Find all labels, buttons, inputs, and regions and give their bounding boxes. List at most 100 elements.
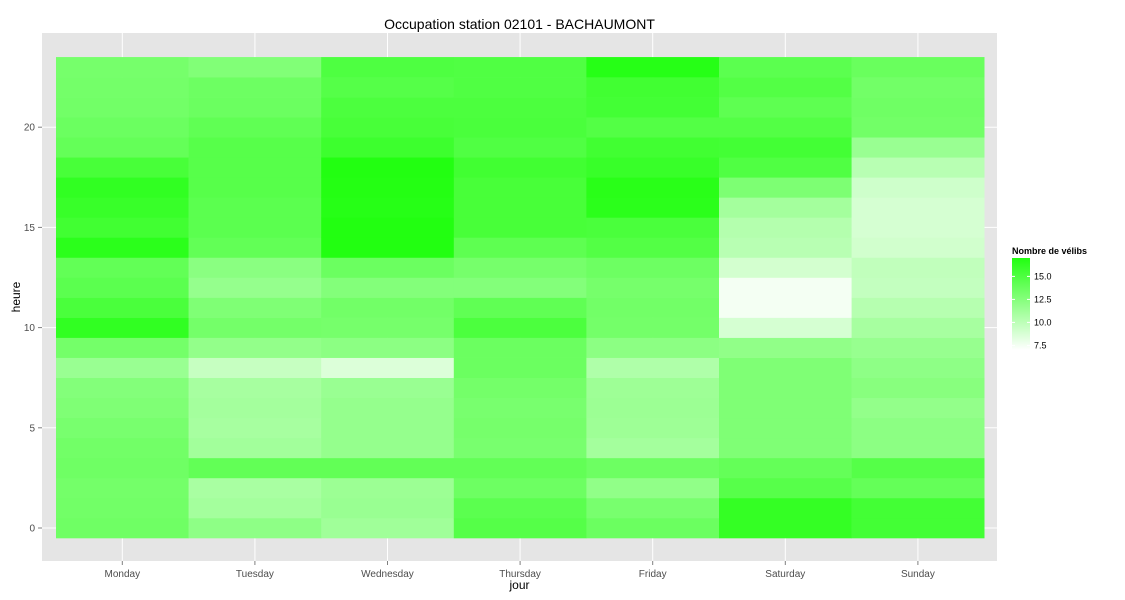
heatmap-tile	[851, 277, 985, 298]
axes: 0 5 10 15 20 Monday Tuesday Wednesday Thursday Fr…	[24, 123, 935, 580]
heatmap-tile	[321, 237, 455, 258]
legend-tick-label: 10.0	[1034, 317, 1052, 327]
heatmap-tile	[719, 157, 852, 178]
heatmap-tile	[188, 477, 322, 499]
heatmap-tile	[586, 337, 720, 358]
color-legend: Nombre de vélibs 15.0 12.5 10.0 7.5	[1012, 246, 1087, 350]
heatmap-tile	[719, 437, 852, 459]
heatmap-tile	[321, 437, 455, 459]
heatmap-tile	[586, 77, 720, 98]
heatmap-tile	[851, 437, 985, 459]
legend-ticks: 15.0 12.5 10.0 7.5	[1012, 271, 1052, 350]
heatmap-tile	[586, 517, 720, 539]
heatmap-tile	[188, 137, 322, 158]
heatmap-tile	[56, 137, 189, 158]
heatmap-tile	[188, 437, 322, 459]
heatmap-tile	[188, 517, 322, 539]
heatmap-tiles	[56, 57, 985, 539]
heatmap-tile	[56, 197, 189, 218]
heatmap-tile	[188, 317, 322, 338]
heatmap-tile	[586, 397, 720, 419]
heatmap-tile	[851, 157, 985, 178]
heatmap-tile	[188, 77, 322, 98]
heatmap-tile	[719, 237, 852, 258]
heatmap-tile	[188, 197, 322, 218]
heatmap-tile	[851, 397, 985, 419]
heatmap-tile	[56, 397, 189, 419]
heatmap-tile	[851, 417, 985, 439]
heatmap-tile	[851, 377, 985, 399]
heatmap-tile	[453, 517, 587, 539]
heatmap-tile	[719, 377, 852, 399]
heatmap-tile	[586, 177, 720, 198]
heatmap-tile	[188, 297, 322, 318]
y-tick-label: 5	[29, 423, 35, 434]
heatmap-tile	[453, 317, 587, 338]
heatmap-tile	[453, 377, 587, 399]
x-tick-label: Wednesday	[361, 569, 414, 580]
heatmap-tile	[321, 257, 455, 278]
heatmap-tile	[56, 117, 189, 138]
heatmap-tile	[321, 497, 455, 519]
y-axis-title: heure	[9, 281, 23, 312]
heatmap-tile	[851, 77, 985, 98]
heatmap-tile	[719, 497, 852, 519]
heatmap-tile	[719, 57, 852, 78]
heatmap-tile	[321, 477, 455, 499]
x-axis-title: jour	[508, 578, 529, 592]
heatmap-tile	[453, 277, 587, 298]
heatmap-tile	[188, 337, 322, 358]
heatmap-tile	[851, 477, 985, 499]
heatmap-tile	[719, 417, 852, 439]
heatmap-tile	[453, 57, 587, 78]
heatmap-tile	[321, 117, 455, 138]
heatmap-tile	[188, 417, 322, 439]
heatmap-tile	[453, 337, 587, 358]
heatmap-tile	[453, 457, 587, 479]
legend-tick-label: 7.5	[1034, 340, 1047, 350]
heatmap-tile	[453, 137, 587, 158]
heatmap-tile	[719, 117, 852, 138]
heatmap-tile	[586, 377, 720, 399]
chart-title: Occupation station 02101 - BACHAUMONT	[384, 16, 655, 32]
x-tick-label: Monday	[105, 569, 141, 580]
heatmap-tile	[56, 517, 189, 539]
heatmap-tile	[188, 357, 322, 378]
heatmap-tile	[56, 317, 189, 338]
heatmap-tile	[188, 277, 322, 298]
heatmap-tile	[321, 177, 455, 198]
heatmap-tile	[719, 297, 852, 318]
heatmap-tile	[586, 217, 720, 238]
x-tick-label: Saturday	[765, 569, 805, 580]
heatmap-tile	[719, 477, 852, 499]
heatmap-tile	[56, 357, 189, 378]
heatmap-tile	[851, 57, 985, 78]
heatmap-tile	[56, 437, 189, 459]
heatmap-tile	[321, 317, 455, 338]
heatmap-tile	[321, 77, 455, 98]
heatmap-tile	[586, 497, 720, 519]
heatmap-tile	[719, 257, 852, 278]
heatmap-tile	[453, 397, 587, 419]
legend-title: Nombre de vélibs	[1012, 246, 1087, 256]
heatmap-tile	[321, 337, 455, 358]
heatmap-tile	[56, 497, 189, 519]
heatmap-tile	[851, 177, 985, 198]
heatmap-tile	[188, 117, 322, 138]
heatmap-tile	[453, 217, 587, 238]
heatmap-tile	[851, 497, 985, 519]
heatmap-tile	[851, 517, 985, 539]
x-tick-label: Friday	[639, 569, 667, 580]
heatmap-tile	[56, 297, 189, 318]
heatmap-tile	[56, 157, 189, 178]
heatmap-tile	[56, 57, 189, 78]
heatmap-tile	[719, 337, 852, 358]
heatmap-tile	[586, 417, 720, 439]
heatmap-tile	[321, 217, 455, 238]
heatmap-tile	[586, 197, 720, 218]
heatmap-tile	[453, 157, 587, 178]
heatmap-tile	[453, 417, 587, 439]
heatmap-tile	[453, 77, 587, 98]
heatmap-tile	[188, 237, 322, 258]
